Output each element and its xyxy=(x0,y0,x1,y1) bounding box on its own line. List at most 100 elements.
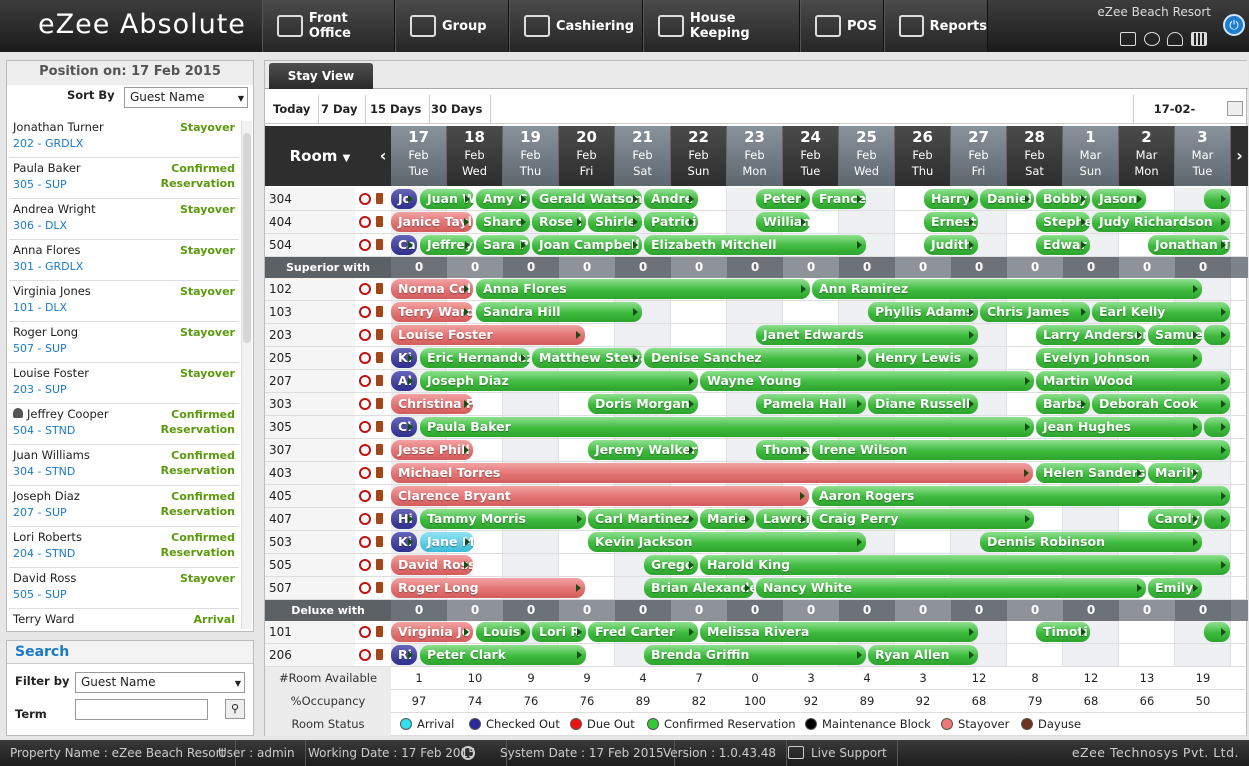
reservation-bar[interactable]: William xyxy=(756,212,810,232)
view-30days-button[interactable]: 30 Days xyxy=(423,95,492,123)
search-icon[interactable]: ⚲ xyxy=(225,699,245,719)
reservation-bar[interactable]: Timoti xyxy=(1036,622,1090,642)
reservation-bar[interactable]: Clarence Bryant xyxy=(391,486,809,506)
grid-cell[interactable] xyxy=(1119,621,1175,643)
reservation-bar[interactable]: Sandra Hill xyxy=(476,302,642,322)
reservation-bar[interactable]: Jeremy Walker xyxy=(588,440,698,460)
grid-icon[interactable] xyxy=(1191,32,1207,46)
reservation-bar[interactable]: Ca xyxy=(391,235,417,255)
reservation-bar[interactable]: Juan W xyxy=(420,189,474,209)
reservation-bar[interactable]: Ernest xyxy=(924,212,978,232)
reservation-bar[interactable]: Sharo xyxy=(476,212,530,232)
reservation-bar[interactable]: Jason xyxy=(1092,189,1146,209)
reservation-bar[interactable]: Cl xyxy=(391,417,417,437)
reservation-bar[interactable]: Aaron Rogers xyxy=(812,486,1230,506)
reservation-bar[interactable]: Chris James xyxy=(980,302,1090,322)
reservation-bar[interactable]: Louise Foster xyxy=(391,325,585,345)
guest-list-item[interactable]: Roger Long 507 - SUP Stayover xyxy=(9,322,239,363)
guest-list-item[interactable]: Joseph Diaz 207 - SUP Confirmed Reservatio… xyxy=(9,486,239,527)
reservation-bar[interactable]: Judy Richardson xyxy=(1092,212,1230,232)
reservation-bar[interactable]: Pamela Hall xyxy=(756,394,866,414)
prev-arrow-icon[interactable]: ‹ xyxy=(375,126,391,186)
reservation-bar[interactable]: Ann Ramirez xyxy=(812,279,1202,299)
guest-list-item[interactable]: Virginia Jones 101 - DLX Stayover xyxy=(9,281,239,322)
grid-cell[interactable] xyxy=(839,211,895,233)
reservation-bar[interactable]: Al xyxy=(391,371,417,391)
reservation-bar[interactable]: Denise Sanchez xyxy=(644,348,866,368)
reservation-bar[interactable]: Larry Anderson xyxy=(1036,325,1146,345)
reservation-bar[interactable]: Norma Col xyxy=(391,279,473,299)
reservation-bar[interactable]: Peter Clark xyxy=(420,645,586,665)
reservation-bar[interactable]: Sara P xyxy=(476,235,530,255)
reservation-bar[interactable]: Ryan Allen xyxy=(868,645,978,665)
grid-cell[interactable] xyxy=(1063,644,1119,666)
reservation-bar[interactable]: Irene Wilson xyxy=(812,440,1230,460)
sort-by-select[interactable]: Guest Name ▼ xyxy=(124,87,248,108)
grid-cell[interactable] xyxy=(503,439,559,461)
reservation-bar[interactable]: Nancy White xyxy=(756,578,1146,598)
term-input[interactable] xyxy=(75,699,208,720)
reservation-bar[interactable]: Elizabeth Mitchell xyxy=(644,235,866,255)
reservation-bar[interactable]: Shirle xyxy=(588,212,642,232)
reservation-bar[interactable]: Harold King xyxy=(700,555,1230,575)
guest-list-item[interactable]: Lori Roberts 204 - STND Confirmed Reservat… xyxy=(9,527,239,568)
clock-icon[interactable] xyxy=(461,746,475,760)
reservation-bar[interactable]: Jo xyxy=(391,189,417,209)
reservation-bar[interactable]: Brenda Griffin xyxy=(644,645,866,665)
reservation-bar[interactable]: Janice Tayl xyxy=(391,212,473,232)
grid-cell[interactable] xyxy=(503,393,559,415)
grid-cell[interactable] xyxy=(671,301,727,323)
calendar-icon[interactable] xyxy=(1227,101,1243,116)
guest-list-item[interactable]: Louise Foster 203 - SUP Stayover xyxy=(9,363,239,404)
bed-icon[interactable] xyxy=(1120,32,1136,46)
view-15days-button[interactable]: 15 Days xyxy=(362,95,431,123)
reservation-bar[interactable]: Jean Hughes xyxy=(1036,417,1202,437)
reservation-bar[interactable]: Helen Sanders xyxy=(1036,463,1146,483)
reservation-bar[interactable]: Emily xyxy=(1148,578,1202,598)
grid-cell[interactable] xyxy=(1119,644,1175,666)
reservation-bar[interactable]: Carl Martinez xyxy=(588,509,698,529)
nav-group[interactable]: Group xyxy=(395,0,509,52)
reservation-bar[interactable]: Melissa Rivera xyxy=(700,622,978,642)
guest-list-item[interactable]: Paula Baker 305 - SUP Confirmed Reservatio… xyxy=(9,158,239,199)
reservation-bar[interactable]: Diane Russell xyxy=(868,394,978,414)
reservation-bar[interactable] xyxy=(1204,509,1230,529)
date-field[interactable]: 17-02-2015 xyxy=(1133,95,1215,144)
reservation-bar[interactable]: Tammy Morris xyxy=(420,509,586,529)
grid-cell[interactable] xyxy=(503,554,559,576)
reservation-bar[interactable]: Christina P xyxy=(391,394,473,414)
reservation-bar[interactable]: Louis xyxy=(476,622,530,642)
reservation-bar[interactable]: Andre xyxy=(644,189,698,209)
reservation-bar[interactable]: Brian Alexande xyxy=(644,578,754,598)
nav-front-office[interactable]: Front Office xyxy=(262,0,395,52)
dashboard-icon[interactable] xyxy=(1167,32,1183,46)
reservation-bar[interactable]: Earl Kelly xyxy=(1092,302,1230,322)
reservation-bar[interactable]: Paula Baker xyxy=(420,417,1034,437)
next-arrow-icon[interactable]: › xyxy=(1231,126,1248,186)
grid-cell[interactable] xyxy=(615,324,671,346)
guest-list-item[interactable]: David Ross 505 - SUP Stayover xyxy=(9,568,239,609)
view-today-button[interactable]: Today xyxy=(265,95,320,123)
reservation-bar[interactable]: Joan Campbell xyxy=(532,235,642,255)
view-7day-button[interactable]: 7 Day xyxy=(313,95,367,123)
reservation-bar[interactable]: Grego xyxy=(644,555,698,575)
reservation-bar[interactable]: Janet Edwards xyxy=(756,325,978,345)
nav-house-keeping[interactable]: House Keeping xyxy=(643,0,800,52)
grid-cell[interactable] xyxy=(671,324,727,346)
reservation-bar[interactable]: Henry Lewis xyxy=(868,348,978,368)
reservation-bar[interactable] xyxy=(1204,189,1230,209)
guest-list-item[interactable]: Jonathan Turner 202 - GRDLX Stayover xyxy=(9,117,239,158)
reservation-bar[interactable]: France xyxy=(812,189,866,209)
reservation-bar[interactable]: Jeffrey xyxy=(420,235,474,255)
guest-list-item[interactable]: Jeffrey Cooper 504 - STND Confirmed Reserv… xyxy=(9,404,239,445)
reservation-bar[interactable]: Samue xyxy=(1148,325,1202,345)
reservation-bar[interactable]: Matthew Stewar xyxy=(532,348,642,368)
reservation-bar[interactable]: Rose I xyxy=(532,212,586,232)
reservation-bar[interactable]: Jonathan T xyxy=(1148,235,1230,255)
reservation-bar[interactable]: Lawrei xyxy=(756,509,810,529)
reservation-bar[interactable]: David Ross xyxy=(391,555,473,575)
tab-stay-view[interactable]: Stay View xyxy=(269,63,373,89)
live-support-link[interactable]: Live Support xyxy=(801,740,898,766)
reservation-bar[interactable]: Marie xyxy=(700,509,754,529)
reservation-bar[interactable]: Jesse Phill xyxy=(391,440,473,460)
